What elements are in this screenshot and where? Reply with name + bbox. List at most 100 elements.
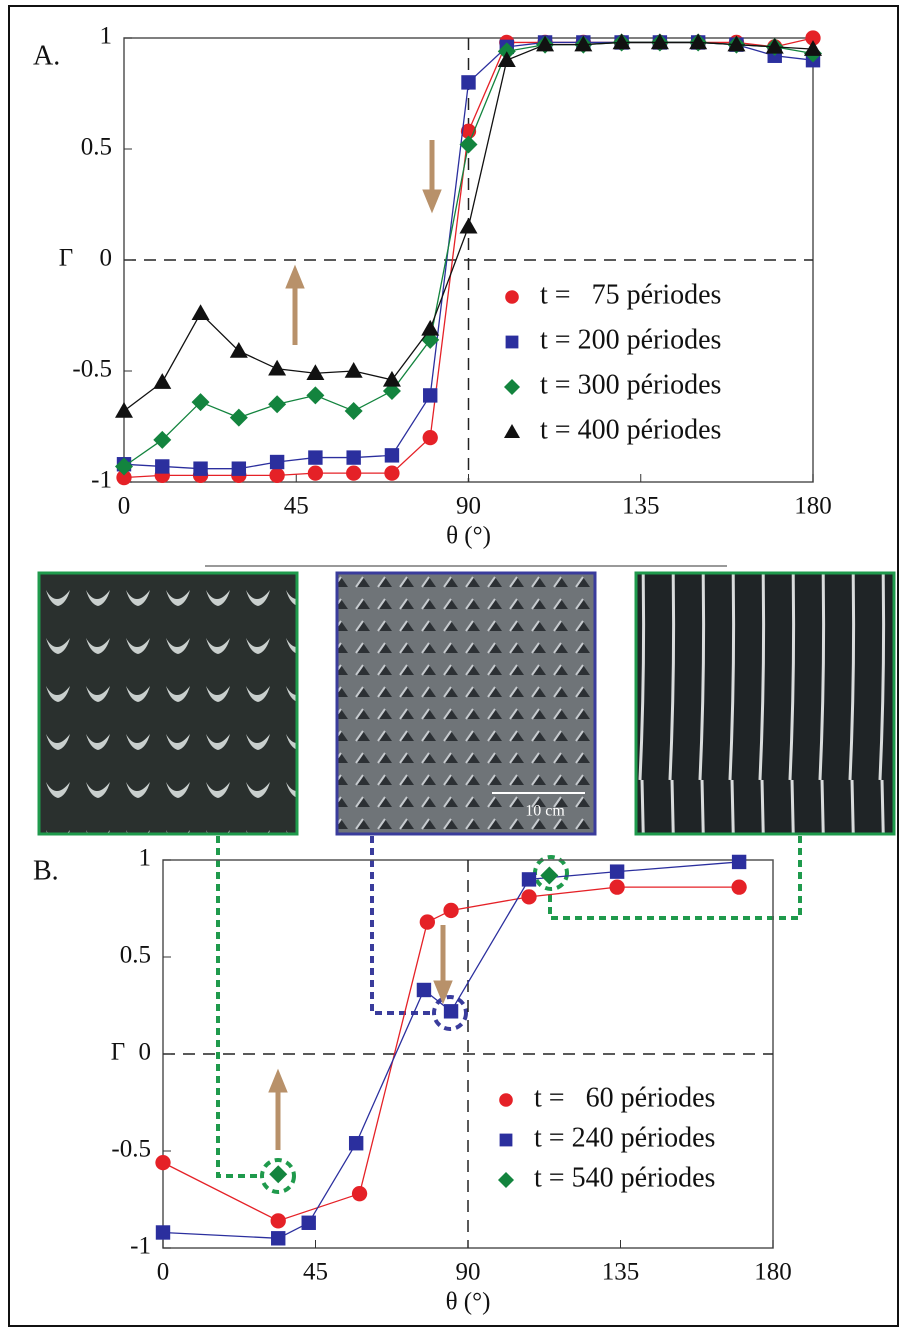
marker — [115, 457, 133, 476]
marker — [116, 469, 132, 486]
legend-label: t = 300 périodes — [540, 369, 721, 400]
marker — [191, 304, 210, 321]
y-tick-label: 1 — [139, 845, 152, 872]
marker — [384, 465, 400, 481]
y-tick-label: 0 — [139, 1039, 152, 1066]
marker — [193, 461, 208, 476]
marker — [268, 359, 287, 376]
marker — [308, 450, 323, 465]
x-tick-label: 90 — [456, 493, 481, 520]
marker — [459, 217, 478, 234]
photo-left — [37, 571, 299, 836]
marker — [609, 864, 625, 879]
marker — [536, 35, 555, 52]
photo-right — [634, 571, 896, 836]
marker — [306, 364, 325, 380]
marker — [419, 914, 435, 930]
marker — [521, 872, 537, 887]
marker — [269, 454, 285, 470]
photo-middle — [335, 571, 597, 836]
arrow-head — [285, 264, 305, 289]
marker — [231, 461, 247, 476]
marker — [191, 393, 210, 412]
marker — [115, 401, 133, 418]
marker — [650, 33, 669, 50]
marker — [416, 982, 432, 998]
marker — [301, 1215, 316, 1230]
marker — [346, 450, 361, 465]
marker — [155, 1154, 171, 1171]
y-tick-label: 0 — [100, 245, 113, 272]
legend-marker — [505, 335, 519, 349]
y-tick-label: -0.5 — [111, 1136, 151, 1163]
marker — [804, 40, 822, 56]
marker — [155, 1225, 171, 1240]
marker — [306, 386, 325, 405]
marker — [384, 448, 400, 463]
y-tick-label: 0.5 — [120, 942, 151, 969]
arrow-head — [433, 980, 453, 1005]
marker — [229, 408, 248, 427]
x-axis-label: θ (°) — [446, 523, 491, 550]
marker — [540, 866, 559, 885]
marker — [689, 33, 708, 50]
marker — [269, 467, 285, 483]
legend-marker — [504, 379, 520, 395]
x-tick-label: 180 — [754, 1259, 792, 1286]
marker — [443, 1004, 459, 1019]
x-tick-label: 180 — [794, 493, 832, 520]
legend-label: t = 60 périodes — [534, 1082, 715, 1113]
marker — [344, 401, 363, 420]
marker — [612, 33, 631, 50]
x-tick-label: 45 — [284, 493, 309, 520]
marker — [423, 388, 438, 403]
series-line — [162, 886, 740, 1222]
connector — [548, 836, 802, 920]
legend-label: t = 400 périodes — [540, 414, 721, 445]
x-tick-label: 0 — [118, 493, 131, 520]
marker — [727, 35, 746, 52]
marker — [155, 459, 170, 474]
highlight-circle — [432, 995, 468, 1031]
x-tick-label: 135 — [622, 493, 660, 520]
legend-label: t = 540 périodes — [534, 1162, 715, 1193]
marker — [422, 429, 438, 446]
marker — [270, 1213, 286, 1229]
marker — [805, 30, 821, 46]
marker — [271, 1231, 286, 1246]
legend-marker — [504, 424, 520, 438]
arrow-head — [268, 1068, 288, 1093]
marker — [421, 319, 440, 336]
marker — [609, 879, 625, 895]
arrow-head — [422, 189, 442, 214]
legend-label: t = 200 périodes — [540, 324, 721, 355]
marker — [461, 75, 476, 90]
legend-marker — [498, 1172, 514, 1188]
y-tick-label: 0.5 — [81, 134, 112, 161]
legend-marker — [505, 290, 519, 304]
connector — [216, 836, 262, 1178]
marker — [765, 37, 784, 54]
panel-label: B. — [33, 855, 59, 886]
marker — [307, 465, 324, 481]
marker — [497, 51, 516, 67]
marker — [153, 430, 172, 449]
y-tick-label: 1 — [100, 23, 113, 50]
marker — [731, 879, 747, 895]
x-tick-label: 45 — [303, 1259, 328, 1286]
x-axis-label: θ (°) — [446, 1289, 491, 1316]
marker — [521, 889, 537, 905]
y-tick-label: -1 — [91, 467, 112, 494]
x-tick-label: 135 — [602, 1259, 640, 1286]
x-tick-label: 90 — [456, 1259, 481, 1286]
y-tick-label: -1 — [130, 1233, 151, 1260]
panel-label: A. — [33, 40, 60, 71]
marker — [382, 370, 401, 387]
legend-label: t = 75 périodes — [540, 279, 721, 310]
highlight-circle — [260, 1158, 296, 1194]
marker — [153, 373, 172, 389]
y-axis-label: Γ — [111, 1039, 125, 1066]
legend-marker — [499, 1093, 513, 1107]
marker — [344, 362, 363, 378]
